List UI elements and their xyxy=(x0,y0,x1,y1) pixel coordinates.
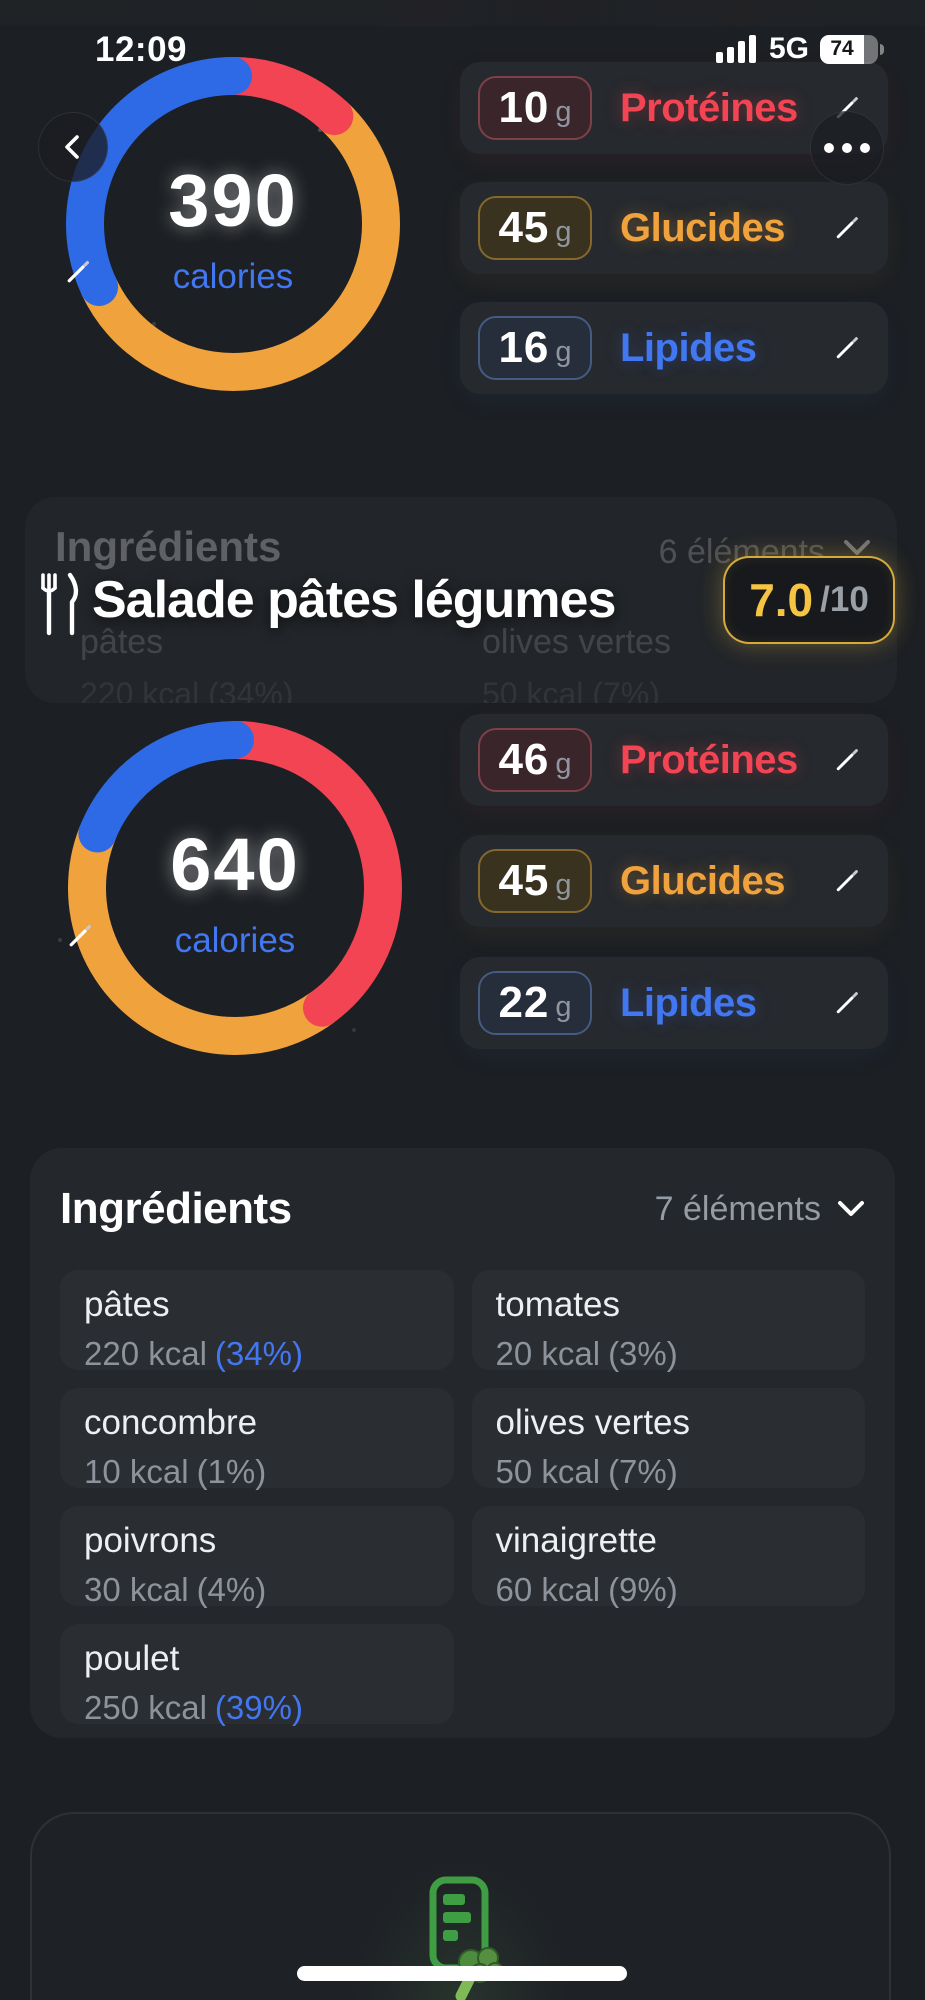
macro-value: 10 xyxy=(498,83,550,132)
edit-calories-icon[interactable] xyxy=(65,921,95,951)
status-time: 12:09 xyxy=(95,30,188,69)
edit-icon[interactable] xyxy=(832,988,862,1018)
ring-segment-carbs xyxy=(66,57,400,391)
calories-label: calories xyxy=(174,921,296,960)
macro-unit: g xyxy=(555,990,572,1023)
macro-row-lipides: 16 g Lipides xyxy=(460,302,888,394)
meal-title: Salade pâtes légumes xyxy=(92,571,616,629)
ingredient-tile: poivrons 30 kcal (4%) xyxy=(60,1506,454,1608)
calorie-ring-previous: 390 calories xyxy=(63,54,403,394)
nutrition-label-broccoli-icon xyxy=(429,1876,504,2000)
macro-label: Lipides xyxy=(620,325,757,370)
macro-row-glucides: 45 g Glucides xyxy=(460,182,888,274)
elements-count: 7 éléments xyxy=(654,1189,821,1228)
ingredients-card: Ingrédients 7 éléments pâtes 220 kcal (34… xyxy=(30,1148,895,1738)
macro-label: Protéines xyxy=(620,737,798,782)
chevron-left-icon xyxy=(65,135,79,159)
ingredients-header: Ingrédients xyxy=(60,1184,292,1233)
decor-dot xyxy=(318,128,322,132)
ring-segment-fat xyxy=(68,721,402,1055)
macro-value-badge: 45 g xyxy=(478,196,592,260)
decor-dot xyxy=(152,322,156,326)
ellipsis-icon xyxy=(824,143,870,153)
decor-dot xyxy=(58,938,62,942)
macro-unit: g xyxy=(555,95,572,128)
ingredient-tile: olives vertes 50 kcal (7%) xyxy=(471,1388,865,1490)
back-button[interactable] xyxy=(38,112,108,182)
macro-value-badge: 22 g xyxy=(478,971,592,1035)
macro-label: Glucides xyxy=(620,858,785,903)
macro-label: Lipides xyxy=(620,980,757,1025)
score-value: 7.0 xyxy=(749,574,814,626)
macro-row-proteines: 10 g Protéines xyxy=(460,62,888,154)
macro-value-badge: 45 g xyxy=(478,849,592,913)
macro-unit: g xyxy=(555,335,572,368)
ingredient-tile: poulet 250 kcal (39%) xyxy=(60,1624,454,1726)
ingredient-tile: concombre 10 kcal (1%) xyxy=(60,1388,454,1490)
meal-score-badge[interactable]: 7.0 /10 xyxy=(723,556,895,644)
macro-unit: g xyxy=(555,215,572,248)
macro-value-badge: 10 g xyxy=(478,76,592,140)
ingredient-tile: pâtes 220 kcal (34%) xyxy=(60,1270,454,1372)
macro-unit: g xyxy=(555,747,572,780)
chevron-down-icon xyxy=(838,1201,864,1216)
edit-icon[interactable] xyxy=(832,866,862,896)
calorie-ring-main: 640 calories xyxy=(65,718,405,1058)
ingredient-tile: vinaigrette 60 kcal (9%) xyxy=(471,1506,865,1608)
macro-row-lipides: 22 g Lipides xyxy=(460,957,888,1049)
meal-title-row: Salade pâtes légumes 7.0 /10 xyxy=(0,556,925,644)
ring-segment-fat xyxy=(66,57,400,391)
macro-value: 46 xyxy=(498,735,550,784)
calories-label: calories xyxy=(172,257,294,296)
calories-value: 640 xyxy=(170,823,300,906)
edit-icon[interactable] xyxy=(832,213,862,243)
macro-row-proteines: 46 g Protéines xyxy=(460,714,888,806)
edit-icon[interactable] xyxy=(832,745,862,775)
macro-value-badge: 46 g xyxy=(478,728,592,792)
macro-label: Protéines xyxy=(620,85,798,130)
edit-icon[interactable] xyxy=(832,333,862,363)
score-denominator: /10 xyxy=(820,580,869,619)
status-bar: 12:09 5G 74 xyxy=(0,24,925,69)
dimmed-ingredient: pâtes 220 kcal (34%) xyxy=(80,623,294,703)
dimmed-ingredient: olives vertes 50 kcal (7%) xyxy=(482,623,671,703)
ring-segment-carbs xyxy=(68,721,402,1055)
battery-percent: 74 xyxy=(830,37,854,60)
battery-icon: 74 xyxy=(820,34,884,64)
ingredients-count-toggle[interactable]: 7 éléments xyxy=(655,1190,865,1229)
fork-knife-icon xyxy=(41,572,79,636)
edit-calories-icon[interactable] xyxy=(63,257,93,287)
signal-icon xyxy=(715,35,756,63)
dimmed-ingredients-header: Ingrédients xyxy=(55,523,282,570)
macro-row-glucides: 45 g Glucides xyxy=(460,835,888,927)
macro-value: 22 xyxy=(498,978,550,1027)
macro-value: 45 xyxy=(498,856,550,905)
macro-label: Glucides xyxy=(620,205,785,250)
macro-unit: g xyxy=(555,868,572,901)
network-label: 5G xyxy=(768,32,809,65)
calories-value: 390 xyxy=(168,159,298,242)
macro-value: 16 xyxy=(498,323,550,372)
dimmed-ingredients-card: Ingrédients 6 éléments pâtes 220 kcal (3… xyxy=(25,497,897,703)
more-options-button[interactable] xyxy=(810,111,884,185)
home-indicator[interactable] xyxy=(297,1966,627,1981)
decor-dot xyxy=(352,1028,356,1032)
ingredients-grid: pâtes 220 kcal (34%) tomates 20 kcal (3%) … xyxy=(60,1270,865,1726)
ingredient-tile: tomates 20 kcal (3%) xyxy=(471,1270,865,1372)
macro-value-badge: 16 g xyxy=(478,316,592,380)
chevron-down-icon xyxy=(844,540,870,555)
macro-value: 45 xyxy=(498,203,550,252)
scrolled-content-remnant xyxy=(0,0,925,26)
